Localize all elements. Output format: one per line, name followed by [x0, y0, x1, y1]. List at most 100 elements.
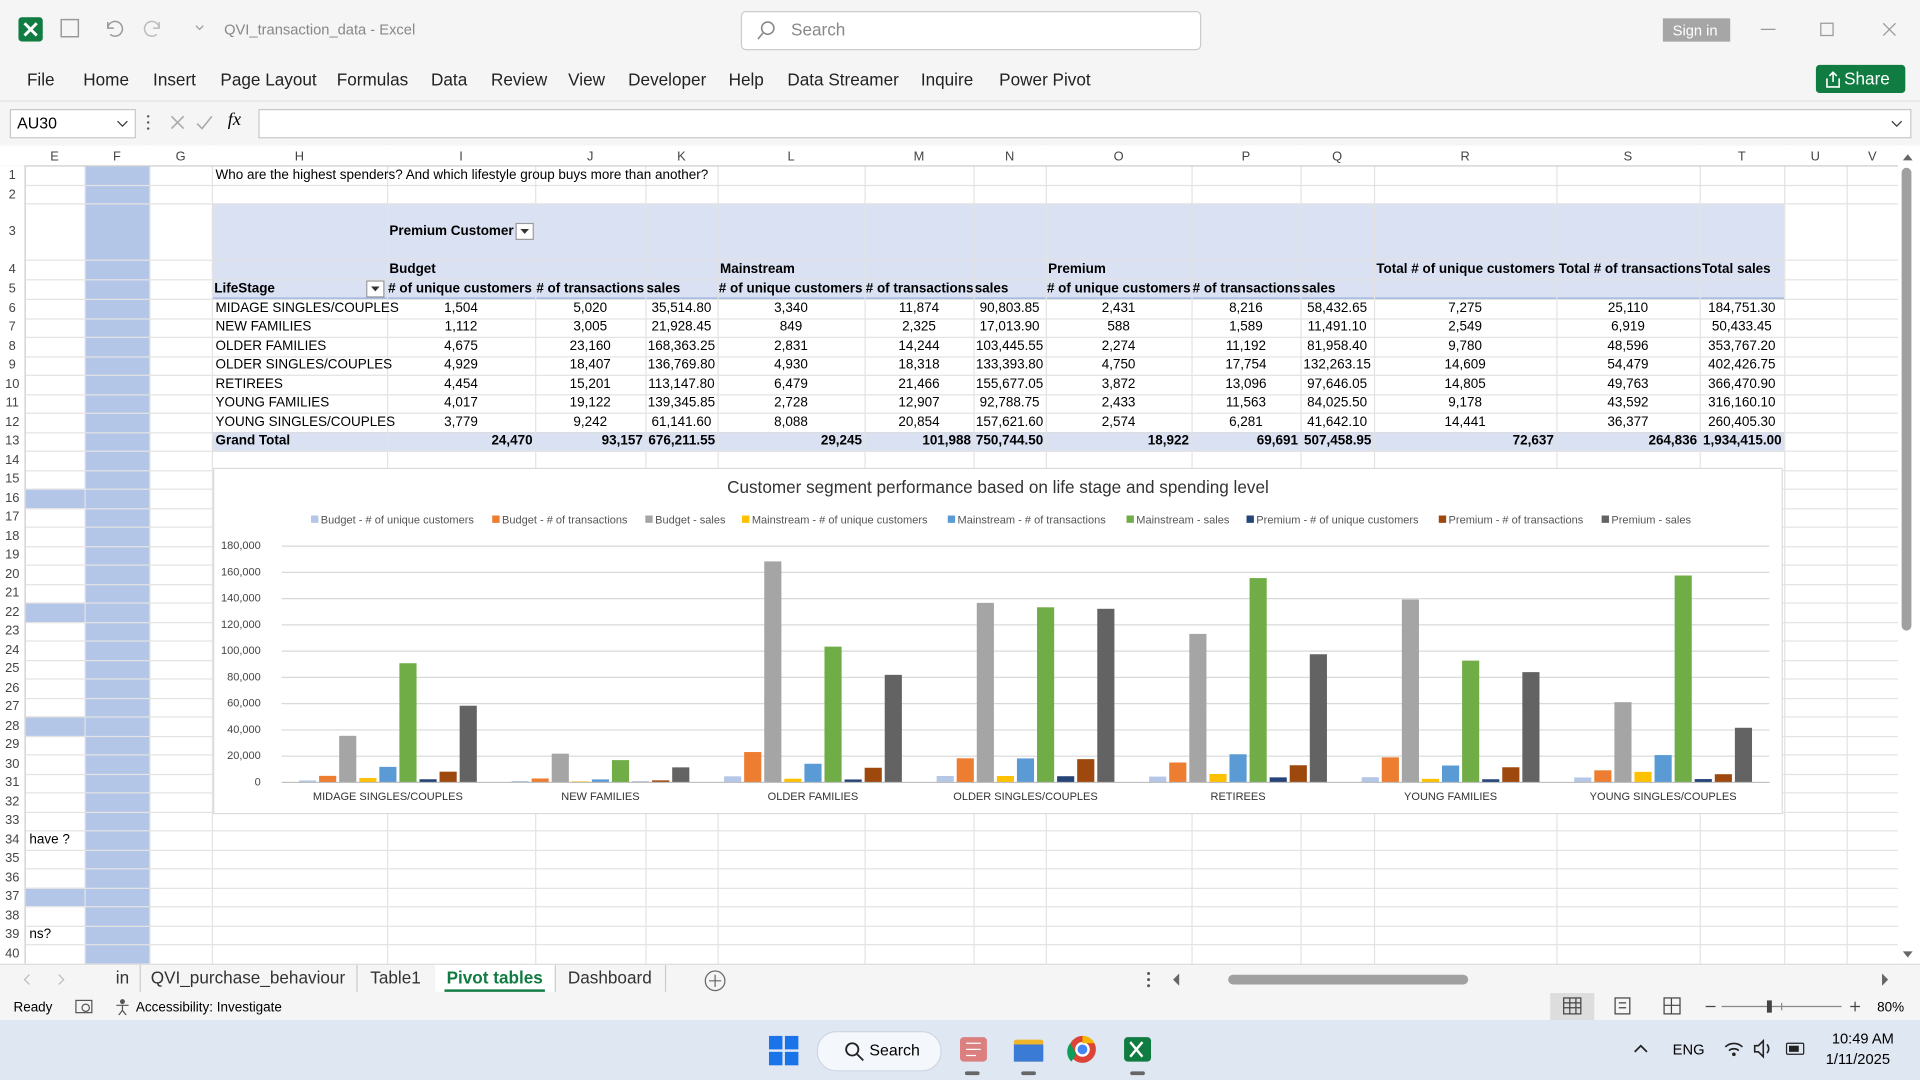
column-header: F: [113, 149, 121, 165]
ribbon-tab[interactable]: Insert: [153, 69, 196, 90]
start-button[interactable]: [768, 1035, 800, 1067]
pivot-row-label: OLDER FAMILIES: [215, 338, 327, 354]
pivot-cell: 1,112: [444, 319, 478, 335]
ribbon-tab[interactable]: Formulas: [336, 69, 409, 90]
pivot-cell: 8,216: [1229, 300, 1263, 316]
sheet-tab[interactable]: Dashboard: [555, 964, 667, 992]
legend-swatch: [1126, 515, 1134, 523]
window-controls[interactable]: [1751, 17, 1908, 41]
pivot-cell: 6,919: [1611, 319, 1645, 335]
highlight-column: [84, 165, 150, 964]
row-header: 15: [5, 471, 20, 487]
filter-dropdown[interactable]: [515, 222, 534, 240]
bar: [551, 753, 569, 783]
tray-icons[interactable]: [1723, 1038, 1809, 1060]
gridline-horizontal: [0, 925, 1898, 927]
pivot-cell: 11,491.10: [1307, 319, 1367, 335]
ribbon-tab[interactable]: Data: [431, 69, 468, 90]
gridline-horizontal: [0, 450, 1898, 452]
bar: [1594, 770, 1612, 783]
share-button[interactable]: Share: [1815, 64, 1906, 94]
row-header: 16: [5, 490, 20, 506]
row-header: 17: [5, 509, 20, 525]
tab-split-handle[interactable]: [1144, 971, 1154, 988]
ribbon-tab[interactable]: File: [26, 69, 55, 90]
pivot-cell: 3,005: [573, 319, 608, 335]
taskbar-apps[interactable]: [955, 1032, 1163, 1076]
column-header: T: [1737, 149, 1746, 165]
expand-arrow: [1891, 120, 1903, 127]
status-accessibility[interactable]: Accessibility: Investigate: [135, 1000, 282, 1016]
new-sheet-button[interactable]: [703, 969, 727, 993]
quick-access-toolbar[interactable]: [59, 18, 206, 40]
tray-date[interactable]: 1/11/2025: [1825, 1050, 1890, 1068]
scroll-down[interactable]: [1902, 950, 1914, 960]
filter-dropdown[interactable]: [366, 280, 385, 298]
row-header: 25: [5, 661, 20, 677]
gridline-horizontal: [0, 868, 1898, 870]
legend-swatch: [311, 515, 319, 523]
column-header: S: [1623, 149, 1633, 165]
macro-icon[interactable]: [75, 998, 95, 1015]
zoom-slider[interactable]: [1702, 997, 1864, 1017]
tray-time[interactable]: 10:49 AM: [1831, 1029, 1894, 1047]
taskbar-search[interactable]: Search: [816, 1031, 942, 1072]
pivot-cell: 20,854: [898, 414, 940, 430]
scroll-thumb[interactable]: [1901, 167, 1912, 631]
formula-buttons[interactable]: [144, 113, 230, 135]
ribbon-tab[interactable]: Developer: [628, 69, 707, 90]
sheet-tab[interactable]: Pivot tables: [434, 964, 556, 992]
search-box[interactable]: Search: [740, 11, 1202, 51]
tab-scroll-buttons[interactable]: [22, 973, 71, 985]
ribbon-tab[interactable]: Page Layout: [220, 69, 317, 90]
formula-input[interactable]: [258, 108, 1912, 139]
bar: [591, 779, 610, 783]
row-header: 32: [5, 794, 20, 810]
pivot-measure-header: sales: [1301, 281, 1336, 297]
pivot-cell: 2,433: [1101, 395, 1136, 411]
sheet-tab[interactable]: in: [105, 964, 141, 992]
column-header: M: [913, 149, 925, 165]
tray-overflow[interactable]: [1632, 1042, 1649, 1054]
pivot-measure-header: # of unique customers: [1046, 281, 1191, 297]
accessibility-icon[interactable]: [114, 998, 134, 1016]
pivot-cell: 12,907: [898, 395, 940, 411]
bar: [1734, 727, 1753, 783]
ribbon-tab[interactable]: View: [568, 69, 606, 90]
pivot-grand-total-cell: 507,458.95: [1304, 433, 1372, 449]
ribbon-tab[interactable]: Inquire: [920, 69, 974, 90]
sheet-tab[interactable]: QVI_purchase_behaviour: [140, 964, 358, 992]
ribbon-tab[interactable]: Help: [728, 69, 764, 90]
row-header: 29: [5, 737, 20, 753]
ribbon-tab[interactable]: Review: [491, 69, 548, 90]
ribbon-tab[interactable]: Power Pivot: [999, 69, 1091, 90]
sheet-tab-label: Dashboard: [567, 967, 652, 987]
row-header: 11: [5, 395, 19, 411]
y-tick-label: 80,000: [227, 671, 261, 683]
pivot-cell: 3,340: [774, 300, 808, 316]
zoom-level[interactable]: 80%: [1877, 1000, 1905, 1016]
name-box[interactable]: AU30: [9, 108, 136, 139]
taskbar-search-icon: [845, 1042, 864, 1062]
tray-language[interactable]: ENG: [1672, 1040, 1705, 1058]
sign-in-button[interactable]: Sign in: [1662, 18, 1731, 42]
view-buttons[interactable]: [1562, 997, 1684, 1017]
column-header: E: [50, 149, 59, 165]
pivot-cell: 1,504: [444, 300, 478, 316]
pivot-cell: 132,263.15: [1303, 357, 1371, 373]
pivot-grand-total-cell: 264,836: [1648, 433, 1698, 449]
vertical-scrollbar[interactable]: [1897, 148, 1918, 964]
row-header: 9: [8, 357, 16, 373]
pivot-cell: 36,377: [1607, 414, 1649, 430]
status-bar: Ready Accessibility: Investigate 80%: [0, 993, 1920, 1020]
gridline-horizontal: [0, 431, 1898, 433]
ribbon-tab[interactable]: Home: [83, 69, 130, 90]
title-bar: QVI_transaction_data - Excel Search Sign…: [0, 0, 1920, 59]
row-header: 22: [5, 604, 20, 620]
horizontal-scrollbar[interactable]: [1169, 971, 1894, 988]
pivot-cell: 14,244: [898, 338, 940, 354]
ribbon-tab[interactable]: Data Streamer: [787, 69, 899, 90]
x-tick-label: NEW FAMILIES: [561, 791, 639, 803]
sheet-tab[interactable]: Table1: [356, 964, 436, 992]
scroll-up[interactable]: [1902, 152, 1914, 162]
